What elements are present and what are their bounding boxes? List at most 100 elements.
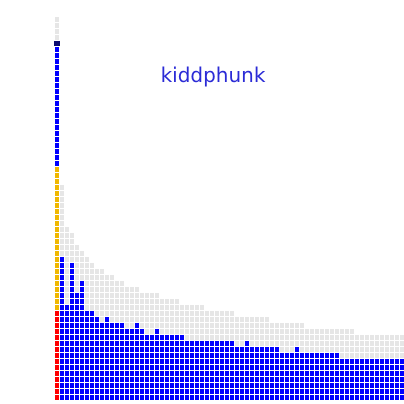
bar-cell xyxy=(310,359,314,364)
bar-cell xyxy=(375,377,379,382)
grid-cell xyxy=(180,329,184,334)
grid-cell xyxy=(325,341,329,346)
bar-cell xyxy=(55,149,59,154)
bar-cell xyxy=(370,389,374,394)
bar-cell xyxy=(65,353,69,358)
bar-cell xyxy=(160,359,164,364)
grid-cell xyxy=(175,311,179,316)
bar-cell xyxy=(245,365,249,370)
grid-cell xyxy=(135,311,139,316)
bar-cell xyxy=(250,395,254,400)
grid-cell xyxy=(240,329,244,334)
bar-cell xyxy=(210,347,214,352)
grid-cell xyxy=(185,305,189,310)
bar-cell xyxy=(100,377,104,382)
bar-cell xyxy=(55,353,59,358)
grid-cell xyxy=(55,23,59,28)
grid-cell xyxy=(125,323,129,328)
bar-cell xyxy=(260,389,264,394)
grid-cell xyxy=(365,347,369,352)
bar-cell xyxy=(145,353,149,358)
bar-cell xyxy=(280,377,284,382)
bar-cell xyxy=(290,383,294,388)
bar-cell xyxy=(95,347,99,352)
bar-cell xyxy=(200,389,204,394)
grid-cell xyxy=(235,317,239,322)
grid-cell xyxy=(65,257,69,262)
bar-cell xyxy=(110,323,114,328)
bar-cell xyxy=(275,365,279,370)
grid-cell xyxy=(230,317,234,322)
bar-cell xyxy=(215,341,219,346)
bar-cell xyxy=(90,347,94,352)
grid-cell xyxy=(60,191,64,196)
bar-cell xyxy=(80,293,84,298)
bar-cell xyxy=(365,383,369,388)
bar-cell xyxy=(335,383,339,388)
bar-cell xyxy=(295,353,299,358)
bar-cell xyxy=(55,143,59,148)
bar-cell xyxy=(395,377,399,382)
chart-title: kiddphunk xyxy=(161,63,266,87)
grid-cell xyxy=(195,305,199,310)
grid-cell xyxy=(350,335,354,340)
grid-cell xyxy=(60,185,64,190)
grid-cell xyxy=(110,275,114,280)
bar-cell xyxy=(215,371,219,376)
bar-cell xyxy=(60,269,64,274)
grid-cell xyxy=(270,323,274,328)
grid-cell xyxy=(190,329,194,334)
bar-cell xyxy=(80,305,84,310)
bar-cell xyxy=(60,371,64,376)
bar-cell xyxy=(380,395,384,400)
bar-cell xyxy=(175,389,179,394)
bar-cell xyxy=(235,347,239,352)
bar-cell xyxy=(60,293,64,298)
grid-cell xyxy=(275,335,279,340)
bar-cell xyxy=(180,335,184,340)
bar-cell xyxy=(265,383,269,388)
grid-cell xyxy=(85,257,89,262)
grid-cell xyxy=(340,347,344,352)
bar-cell xyxy=(115,371,119,376)
grid-cell xyxy=(310,341,314,346)
grid-cell xyxy=(90,287,94,292)
bar-cell xyxy=(145,371,149,376)
grid-cell xyxy=(205,335,209,340)
grid-cell xyxy=(105,305,109,310)
bar-cell xyxy=(275,395,279,400)
bar-cell xyxy=(230,347,234,352)
bar-cell xyxy=(245,383,249,388)
bar-cell xyxy=(230,371,234,376)
bar-cell xyxy=(350,371,354,376)
grid-cell xyxy=(300,329,304,334)
grid-cell xyxy=(250,317,254,322)
grid-cell xyxy=(85,263,89,268)
bar-cell xyxy=(350,389,354,394)
bar-cell xyxy=(380,383,384,388)
grid-cell xyxy=(180,305,184,310)
bar-cell xyxy=(100,395,104,400)
bar-cell xyxy=(130,383,134,388)
bar-cell xyxy=(290,395,294,400)
bar-cell xyxy=(60,311,64,316)
bar-cell xyxy=(305,371,309,376)
bar-cell xyxy=(255,353,259,358)
grid-cell xyxy=(315,335,319,340)
bar-cell xyxy=(130,395,134,400)
bar-cell xyxy=(300,383,304,388)
grid-cell xyxy=(140,293,144,298)
grid-cell xyxy=(390,353,394,358)
bar-cell xyxy=(225,359,229,364)
grid-cell xyxy=(325,335,329,340)
bar-cell xyxy=(115,365,119,370)
grid-cell xyxy=(220,317,224,322)
bar-cell xyxy=(350,365,354,370)
bar-cell xyxy=(265,365,269,370)
grid-cell xyxy=(160,299,164,304)
bar-cell xyxy=(100,323,104,328)
bar-cell xyxy=(400,371,404,376)
grid-cell xyxy=(200,317,204,322)
bar-cell xyxy=(365,377,369,382)
grid-cell xyxy=(150,311,154,316)
